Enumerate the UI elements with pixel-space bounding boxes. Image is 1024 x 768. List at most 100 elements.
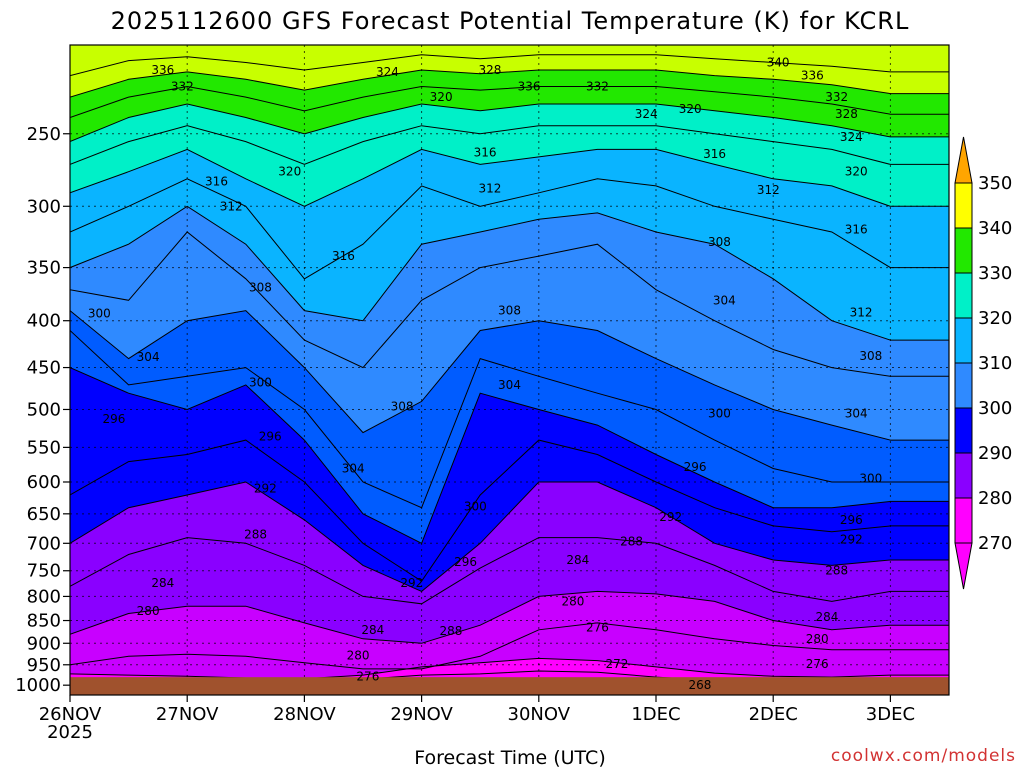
colorbar-tick-label: 300 [978, 398, 1012, 419]
contour-label: 316 [332, 249, 355, 263]
contour-line-328 [70, 103, 949, 143]
contour-label: 316 [205, 175, 228, 189]
y-tick-label: 600 [27, 472, 61, 493]
contour-label: 304 [342, 462, 365, 476]
contour-label: 280 [137, 604, 160, 618]
contour-label: 296 [259, 429, 282, 443]
y-tick-label: 700 [27, 533, 61, 554]
colorbar-segment-340 [954, 182, 973, 229]
contour-label: 340 [767, 56, 790, 70]
surface-ground [70, 677, 949, 695]
contour-label: 300 [464, 499, 487, 513]
y-tick-label: 300 [27, 196, 61, 217]
contour-line-336 [70, 69, 949, 98]
y-tick-label: 350 [27, 258, 61, 279]
contour-label: 268 [688, 678, 711, 692]
contour-label: 324 [635, 107, 658, 121]
x-tick-label: 29NOV [390, 704, 453, 725]
contour-label: 284 [815, 610, 838, 624]
color-fill-layer [70, 45, 949, 695]
contour-label: 276 [356, 669, 379, 683]
credit-text: coolwx.com/models [831, 746, 1016, 766]
colorbar-top-arrow [954, 136, 973, 184]
contour-label: 316 [845, 222, 868, 236]
contour-label: 324 [840, 130, 863, 144]
colorbar-tick-label: 310 [978, 353, 1012, 374]
chart-title: 2025112600 GFS Forecast Potential Temper… [111, 7, 910, 35]
contour-label: 312 [757, 183, 780, 197]
x-tick-label: 1DEC [631, 704, 680, 725]
contour-label: 308 [498, 304, 521, 318]
contour-line-280 [70, 590, 949, 644]
contour-label: 296 [684, 460, 707, 474]
colorbar-tick-label: 320 [978, 308, 1012, 329]
x-axis-label: Forecast Time (UTC) [414, 747, 605, 768]
colorbar-tick-label: 280 [978, 488, 1012, 509]
contour-label: 316 [474, 145, 497, 159]
contour-label: 288 [244, 528, 267, 542]
contour-label: 292 [400, 576, 423, 590]
contour-label: 300 [249, 375, 272, 389]
contour-label: 304 [713, 293, 736, 307]
colorbar-segment-310 [954, 317, 973, 364]
contour-label: 320 [278, 165, 301, 179]
contour-label: 316 [703, 147, 726, 161]
contour-label: 288 [439, 624, 462, 638]
contour-label: 296 [454, 555, 477, 569]
y-tick-label: 400 [27, 311, 61, 332]
colorbar-tick-label: 290 [978, 443, 1012, 464]
contour-label: 312 [220, 199, 243, 213]
colorbar-segment-330 [954, 227, 973, 274]
colorbar-tick-label: 330 [978, 263, 1012, 284]
contour-label: 312 [479, 182, 502, 196]
contour-label: 332 [171, 80, 194, 94]
contour-line-312 [70, 205, 949, 341]
contour-label: 328 [479, 63, 502, 77]
contour-label: 276 [586, 620, 609, 634]
contour-label: 288 [825, 564, 848, 578]
contour-label: 280 [347, 648, 370, 662]
y-tick-label: 550 [27, 437, 61, 458]
contour-label: 304 [498, 378, 521, 392]
y-tick-label: 500 [27, 399, 61, 420]
y-tick-label: 1000 [15, 675, 61, 696]
colorbar-segment-300 [954, 362, 973, 409]
contour-label: 300 [88, 307, 111, 321]
contour-line-304 [70, 310, 949, 441]
contour-line-324 [70, 125, 949, 165]
contour-line-296 [70, 367, 949, 544]
colorbar: 270 280 290 300 310 320 330 340 350 [954, 136, 1012, 590]
contour-label: 272 [605, 657, 628, 671]
contour-label: 276 [806, 657, 829, 671]
y-tick-label: 650 [27, 504, 61, 525]
contour-label: 308 [708, 235, 731, 249]
contour-label: 280 [806, 632, 829, 646]
contour-label: 332 [825, 90, 848, 104]
colorbar-tick-label: 270 [978, 533, 1012, 554]
contour-label: 320 [679, 102, 702, 116]
contour-line-320 [70, 148, 949, 207]
y-tick-label: 250 [27, 124, 61, 145]
x-tick-label: 26NOV [39, 704, 102, 725]
colorbar-tick-label: 340 [978, 218, 1012, 239]
y-tick-label: 950 [27, 655, 61, 676]
contour-label: 304 [137, 350, 160, 364]
y-tick-label: 750 [27, 561, 61, 582]
contour-label: 288 [620, 535, 643, 549]
contour-label: 292 [659, 510, 682, 524]
contour-label: 284 [151, 576, 174, 590]
y-tick-label: 450 [27, 358, 61, 379]
contour-label: 304 [845, 406, 868, 420]
x-tick-label: 2DEC [749, 704, 798, 725]
y-tick-label: 850 [27, 611, 61, 632]
contour-line-316 [70, 178, 949, 280]
contour-line-272 [70, 657, 949, 680]
contour-line-340 [70, 54, 949, 77]
x-tick-year: 2025 [47, 722, 93, 743]
contour-label: 332 [586, 80, 609, 94]
contour-label: 320 [845, 165, 868, 179]
colorbar-segment-290 [954, 407, 973, 454]
